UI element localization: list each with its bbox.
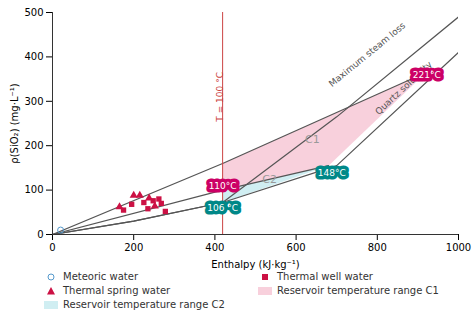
svg-text:T = 100 °C: T = 100 °C	[215, 72, 225, 123]
svg-text:400: 400	[205, 242, 224, 253]
svg-text:Maximum steam loss: Maximum steam loss	[327, 20, 407, 88]
svg-text:106 °C: 106 °C	[207, 203, 238, 213]
svg-text:600: 600	[287, 242, 306, 253]
svg-text:148°C: 148°C	[318, 168, 346, 178]
svg-text:Quartz solubility: Quartz solubility	[373, 59, 434, 117]
svg-text:500: 500	[24, 7, 43, 18]
html-text:Reservoir temperature range C2: Reservoir temperature range C2	[63, 299, 225, 310]
svg-text:1000: 1000	[446, 242, 471, 253]
html-text:Thermal spring water: Thermal spring water	[63, 285, 171, 296]
svg-text:800: 800	[368, 242, 387, 253]
svg-text:ρ(SiO₂) (mg·L⁻¹): ρ(SiO₂) (mg·L⁻¹)	[9, 83, 20, 163]
html-text:Meteoric water: Meteoric water	[63, 271, 138, 282]
svg-text:0: 0	[49, 242, 55, 253]
svg-text:100: 100	[24, 184, 43, 195]
svg-text:110°C: 110°C	[209, 181, 237, 191]
svg-text:200: 200	[24, 140, 43, 151]
svg-text:C1: C1	[305, 133, 320, 146]
svg-text:200: 200	[124, 242, 143, 253]
svg-text:C2: C2	[262, 173, 277, 186]
svg-text:300: 300	[24, 96, 43, 107]
svg-text:400: 400	[24, 51, 43, 62]
svg-text:Enthalpy (kJ·kg⁻¹): Enthalpy (kJ·kg⁻¹)	[211, 259, 300, 270]
svg-text:0: 0	[37, 229, 43, 240]
html-text:Thermal well water: Thermal well water	[277, 271, 373, 282]
svg-text:221°C: 221°C	[413, 70, 441, 80]
html-text:Reservoir temperature range C1: Reservoir temperature range C1	[277, 285, 439, 296]
